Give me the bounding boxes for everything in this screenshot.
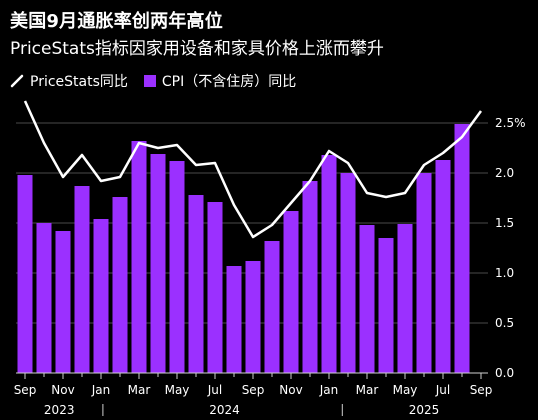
bar-swatch-icon	[143, 75, 156, 87]
bar	[359, 225, 375, 373]
bar	[150, 154, 166, 373]
legend-label-line: PriceStats同比	[30, 74, 128, 90]
x-tick-label: Nov	[51, 383, 74, 397]
bar	[283, 211, 299, 373]
pricestats-line	[23, 100, 483, 239]
line-series	[23, 100, 483, 239]
bar	[131, 141, 147, 373]
y-axis-labels: 0.0 0.5 1.0 1.5 2.0 2.5%	[495, 116, 526, 380]
x-tick-label: Jul	[435, 383, 450, 397]
bar	[321, 155, 337, 373]
bar	[264, 241, 280, 373]
x-tick-label: Sep	[14, 383, 37, 397]
bar	[302, 181, 318, 373]
x-axis-labels: Sep Nov Jan Mar May Jul Sep Nov Jan Mar May Jul Sep	[14, 383, 493, 397]
year-label: 2024	[209, 403, 240, 417]
bar	[188, 195, 204, 373]
bar	[416, 173, 432, 373]
year-label: 2023	[44, 403, 75, 417]
x-tick-label: Mar	[356, 383, 379, 397]
bar-series	[17, 124, 470, 373]
bar	[74, 186, 90, 373]
y-tick-label: 1.0	[495, 266, 514, 280]
bar	[55, 231, 71, 373]
line-swatch-icon	[10, 74, 24, 88]
bar	[169, 161, 185, 373]
year-label: 2025	[409, 403, 440, 417]
bar	[454, 124, 470, 373]
x-tick-label: Mar	[128, 383, 151, 397]
x-axis	[16, 372, 488, 379]
year-labels: 2023 2024 2025	[44, 403, 439, 417]
legend-label-bar: CPI（不含住房）同比	[161, 74, 297, 90]
bar	[245, 261, 261, 373]
bar	[93, 219, 109, 373]
x-tick-label: Jul	[207, 383, 222, 397]
x-tick-label: Sep	[470, 383, 493, 397]
chart-subtitle: PriceStats指标因家用设备和家具价格上涨而攀升	[10, 39, 384, 59]
x-tick-label: Jan	[319, 383, 339, 397]
bar	[226, 266, 242, 373]
chart-title: 美国9月通胀率创两年高位	[10, 11, 223, 32]
x-tick-label: Sep	[242, 383, 265, 397]
y-tick-label: 0.0	[495, 366, 514, 380]
legend-item-line: PriceStats同比	[10, 71, 128, 91]
y-tick-label: 2.0	[495, 166, 514, 180]
bar	[435, 160, 451, 373]
bar	[397, 224, 413, 373]
bar	[340, 173, 356, 373]
x-tick-label: Jan	[91, 383, 111, 397]
y-tick-label: 1.5	[495, 216, 514, 230]
bar	[207, 202, 223, 373]
y-tick-label: 0.5	[495, 316, 514, 330]
legend-item-bar: CPI（不含住房）同比	[143, 71, 297, 91]
x-tick-label: May	[393, 383, 418, 397]
x-tick-label: Nov	[279, 383, 302, 397]
bar	[378, 238, 394, 373]
legend: PriceStats同比 CPI（不含住房）同比	[10, 70, 312, 92]
x-tick-label: May	[165, 383, 190, 397]
bar	[17, 175, 33, 373]
bar	[36, 223, 52, 373]
bar	[112, 197, 128, 373]
y-tick-label: 2.5%	[495, 116, 526, 130]
